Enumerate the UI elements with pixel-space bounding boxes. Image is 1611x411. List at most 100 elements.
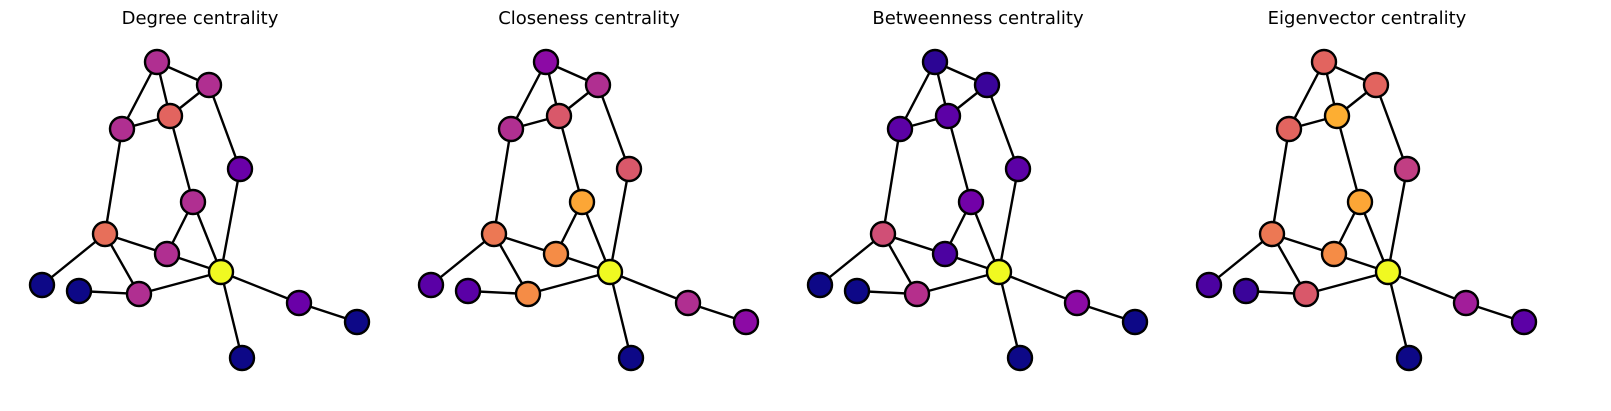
node-degree-7 bbox=[153, 240, 181, 268]
edge-closeness-2-5 bbox=[557, 114, 584, 204]
node-closeness-2 bbox=[545, 102, 573, 130]
edge-betweenness-2-5 bbox=[946, 114, 973, 204]
edge-eigenvector-11-8 bbox=[1304, 270, 1390, 296]
node-eigenvector-1 bbox=[1362, 71, 1390, 99]
node-closeness-6 bbox=[480, 220, 508, 248]
node-eigenvector-4 bbox=[1393, 155, 1421, 183]
node-betweenness-5 bbox=[957, 188, 985, 216]
node-closeness-5 bbox=[568, 188, 596, 216]
edge-closeness-8-14 bbox=[608, 270, 633, 360]
edge-eigenvector-8-12 bbox=[1386, 270, 1468, 305]
node-betweenness-11 bbox=[903, 280, 931, 308]
edge-closeness-6-9 bbox=[429, 232, 496, 287]
node-degree-11 bbox=[125, 280, 153, 308]
nodes-betweenness bbox=[806, 48, 1149, 372]
edge-eigenvector-4-8 bbox=[1386, 167, 1409, 274]
edge-closeness-3-6 bbox=[492, 127, 513, 236]
node-closeness-11 bbox=[514, 280, 542, 308]
edge-betweenness-6-9 bbox=[818, 232, 885, 287]
node-degree-5 bbox=[179, 188, 207, 216]
node-closeness-0 bbox=[532, 48, 560, 76]
node-eigenvector-2 bbox=[1323, 102, 1351, 130]
node-eigenvector-3 bbox=[1275, 115, 1303, 143]
node-closeness-9 bbox=[417, 271, 445, 299]
node-degree-4 bbox=[226, 155, 254, 183]
edge-closeness-8-12 bbox=[608, 270, 690, 305]
node-eigenvector-11 bbox=[1292, 280, 1320, 308]
node-betweenness-8 bbox=[985, 258, 1013, 286]
nodes-closeness bbox=[417, 48, 760, 372]
edge-closeness-11-8 bbox=[526, 270, 612, 296]
edge-degree-11-8 bbox=[137, 270, 223, 296]
panel-title-closeness: Closeness centrality bbox=[498, 8, 680, 29]
node-eigenvector-9 bbox=[1195, 271, 1223, 299]
edge-degree-8-14 bbox=[219, 270, 244, 360]
edge-closeness-4-8 bbox=[608, 167, 631, 274]
node-closeness-14 bbox=[617, 344, 645, 372]
node-degree-0 bbox=[143, 48, 171, 76]
node-betweenness-9 bbox=[806, 271, 834, 299]
panel-eigenvector: Eigenvector centrality bbox=[1195, 8, 1538, 372]
panel-closeness: Closeness centrality bbox=[417, 8, 760, 372]
edge-eigenvector-2-5 bbox=[1335, 114, 1362, 204]
edge-betweenness-1-4 bbox=[985, 83, 1020, 171]
node-eigenvector-7 bbox=[1320, 240, 1348, 268]
edge-betweenness-11-8 bbox=[915, 270, 1001, 296]
node-eigenvector-14 bbox=[1395, 344, 1423, 372]
edge-degree-6-9 bbox=[40, 232, 107, 287]
panel-title-betweenness: Betweenness centrality bbox=[872, 8, 1084, 29]
node-degree-10 bbox=[65, 277, 93, 305]
edge-degree-8-12 bbox=[219, 270, 301, 305]
node-betweenness-12 bbox=[1063, 289, 1091, 317]
node-betweenness-13 bbox=[1121, 308, 1149, 336]
node-degree-14 bbox=[228, 344, 256, 372]
nodes-eigenvector bbox=[1195, 48, 1538, 372]
edge-degree-1-4 bbox=[207, 83, 242, 171]
edge-betweenness-8-12 bbox=[997, 270, 1079, 305]
node-degree-6 bbox=[91, 220, 119, 248]
panel-degree: Degree centrality bbox=[28, 8, 371, 372]
node-degree-13 bbox=[343, 308, 371, 336]
node-closeness-3 bbox=[497, 115, 525, 143]
edge-closeness-1-4 bbox=[596, 83, 631, 171]
node-betweenness-7 bbox=[931, 240, 959, 268]
nodes-degree bbox=[28, 48, 371, 372]
edge-degree-3-6 bbox=[103, 127, 124, 236]
node-closeness-7 bbox=[542, 240, 570, 268]
node-betweenness-14 bbox=[1006, 344, 1034, 372]
node-betweenness-3 bbox=[886, 115, 914, 143]
panel-title-degree: Degree centrality bbox=[122, 8, 279, 29]
node-betweenness-1 bbox=[973, 71, 1001, 99]
node-eigenvector-8 bbox=[1374, 258, 1402, 286]
node-betweenness-4 bbox=[1004, 155, 1032, 183]
edge-degree-4-8 bbox=[219, 167, 242, 274]
node-eigenvector-6 bbox=[1258, 220, 1286, 248]
node-eigenvector-13 bbox=[1510, 308, 1538, 336]
node-degree-12 bbox=[285, 289, 313, 317]
node-closeness-13 bbox=[732, 308, 760, 336]
edge-eigenvector-3-6 bbox=[1270, 127, 1291, 236]
edge-eigenvector-6-9 bbox=[1207, 232, 1274, 287]
node-betweenness-6 bbox=[869, 220, 897, 248]
node-closeness-1 bbox=[584, 71, 612, 99]
node-eigenvector-0 bbox=[1310, 48, 1338, 76]
edge-betweenness-4-8 bbox=[997, 167, 1020, 274]
edge-betweenness-8-14 bbox=[997, 270, 1022, 360]
panel-betweenness: Betweenness centrality bbox=[806, 8, 1149, 372]
node-degree-3 bbox=[108, 115, 136, 143]
node-degree-2 bbox=[156, 102, 184, 130]
node-eigenvector-5 bbox=[1346, 188, 1374, 216]
node-closeness-12 bbox=[674, 289, 702, 317]
edge-betweenness-3-6 bbox=[881, 127, 902, 236]
edge-eigenvector-8-14 bbox=[1386, 270, 1411, 360]
node-closeness-4 bbox=[615, 155, 643, 183]
node-closeness-8 bbox=[596, 258, 624, 286]
node-closeness-10 bbox=[454, 277, 482, 305]
node-degree-9 bbox=[28, 271, 56, 299]
edge-degree-2-5 bbox=[168, 114, 195, 204]
edge-eigenvector-1-4 bbox=[1374, 83, 1409, 171]
panel-title-eigenvector: Eigenvector centrality bbox=[1268, 8, 1467, 29]
node-betweenness-2 bbox=[934, 102, 962, 130]
node-eigenvector-12 bbox=[1452, 289, 1480, 317]
